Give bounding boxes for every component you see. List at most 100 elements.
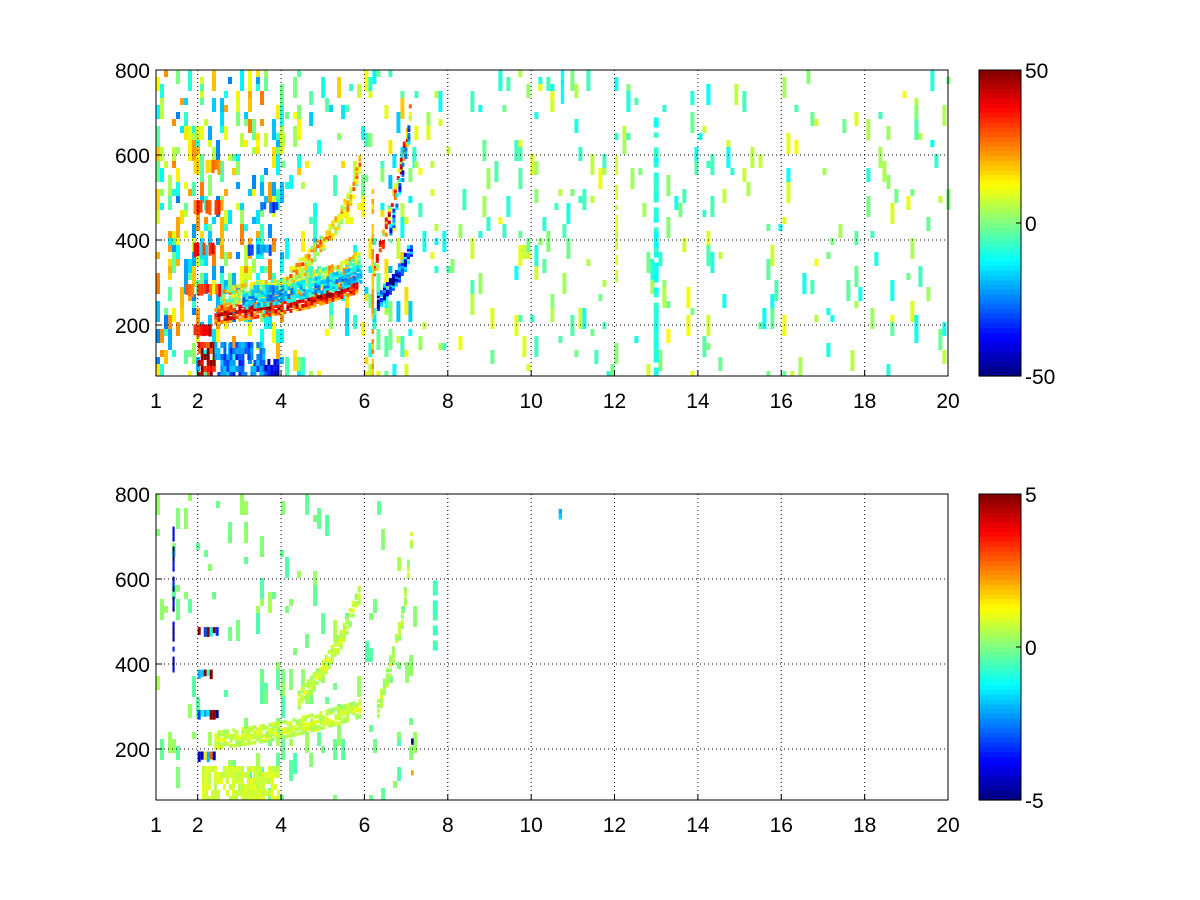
heatmap-cell bbox=[252, 259, 256, 273]
heatmap-cell bbox=[200, 354, 204, 360]
heatmap-cell bbox=[327, 662, 331, 667]
heatmap-cell bbox=[306, 692, 310, 697]
heatmap-cell bbox=[361, 196, 366, 217]
heatmap-cell bbox=[404, 152, 408, 157]
heatmap-cell bbox=[220, 737, 224, 742]
heatmap-cell bbox=[530, 315, 535, 322]
heatmap-cell bbox=[228, 772, 232, 778]
heatmap-cell bbox=[238, 737, 242, 742]
heatmap-cell bbox=[322, 717, 326, 722]
heatmap-cell bbox=[292, 300, 296, 305]
heatmap-cell bbox=[313, 728, 317, 732]
heatmap-cell bbox=[918, 133, 923, 140]
heatmap-cell bbox=[204, 796, 208, 800]
heatmap-cell bbox=[340, 217, 344, 222]
heatmap-cell bbox=[272, 119, 276, 140]
heatmap-cell bbox=[371, 374, 374, 376]
heatmap-cell bbox=[253, 285, 257, 293]
heatmap-cell bbox=[653, 182, 659, 188]
heatmap-cell bbox=[231, 778, 235, 784]
heatmap-cell bbox=[231, 790, 235, 796]
heatmap-cell bbox=[257, 301, 261, 306]
heatmap-cell bbox=[223, 739, 227, 744]
heatmap-cell bbox=[276, 147, 280, 154]
heatmap-cell bbox=[244, 314, 248, 318]
heatmap-cell bbox=[240, 286, 244, 291]
heatmap-cell bbox=[334, 231, 338, 236]
heatmap-cell bbox=[180, 98, 184, 105]
heatmap-cell bbox=[882, 161, 887, 182]
heatmap-cell bbox=[261, 784, 265, 790]
heatmap-cell bbox=[316, 719, 320, 724]
heatmap-cell bbox=[396, 238, 401, 259]
top-heatmap-cells bbox=[156, 70, 951, 376]
heatmap-cell bbox=[388, 285, 392, 290]
heatmap-cell bbox=[237, 294, 241, 299]
heatmap-cell bbox=[315, 673, 319, 678]
heatmap-cell bbox=[354, 256, 358, 260]
heatmap-cell bbox=[359, 264, 363, 269]
heatmap-cell bbox=[371, 339, 374, 344]
colorbar-swatch bbox=[979, 328, 1021, 334]
heatmap-cell bbox=[394, 272, 398, 277]
heatmap-cell bbox=[295, 719, 299, 724]
heatmap-cell bbox=[355, 708, 359, 712]
heatmap-cell bbox=[316, 299, 320, 304]
heatmap-cell bbox=[393, 185, 397, 190]
heatmap-cell bbox=[184, 98, 188, 105]
heatmap-cell bbox=[324, 271, 328, 276]
heatmap-cell bbox=[214, 348, 218, 354]
heatmap-cell bbox=[349, 186, 353, 191]
heatmap-cell bbox=[188, 350, 192, 357]
heatmap-cell bbox=[602, 280, 607, 287]
heatmap-cell bbox=[172, 238, 176, 245]
heatmap-cell bbox=[237, 772, 241, 778]
heatmap-cell bbox=[399, 162, 403, 167]
heatmap-cell bbox=[184, 592, 188, 599]
heatmap-cell bbox=[289, 274, 293, 278]
heatmap-cell bbox=[283, 310, 287, 315]
heatmap-cell bbox=[305, 294, 309, 299]
heatmap-cell bbox=[406, 247, 410, 252]
heatmap-cell bbox=[478, 105, 483, 112]
heatmap-cell bbox=[338, 278, 342, 283]
heatmap-cell bbox=[244, 557, 248, 564]
heatmap-cell bbox=[384, 222, 388, 227]
heatmap-cell bbox=[342, 625, 346, 630]
heatmap-cell bbox=[172, 631, 175, 637]
heatmap-cell bbox=[286, 301, 290, 306]
heatmap-cell bbox=[235, 315, 239, 320]
heatmap-cell bbox=[322, 246, 326, 251]
heatmap-cell bbox=[301, 306, 305, 311]
heatmap-cell bbox=[284, 286, 288, 291]
heatmap-cell bbox=[402, 156, 406, 161]
heatmap-cell bbox=[275, 202, 279, 211]
heatmap-cell bbox=[274, 309, 278, 314]
heatmap-cell bbox=[192, 182, 196, 196]
heatmap-cell bbox=[397, 631, 401, 636]
heatmap-cell bbox=[305, 732, 310, 753]
y-tick-label: 400 bbox=[115, 230, 150, 253]
heatmap-cell bbox=[310, 296, 314, 301]
heatmap-cell bbox=[244, 308, 248, 313]
colorbar-swatch bbox=[979, 270, 1021, 277]
heatmap-cell bbox=[358, 154, 362, 159]
heatmap-cell bbox=[890, 280, 895, 301]
heatmap-cell bbox=[282, 282, 286, 287]
x-tick-label: 1 bbox=[150, 390, 162, 413]
heatmap-cell bbox=[910, 189, 915, 196]
colorbar-swatch bbox=[979, 761, 1021, 768]
heatmap-cell bbox=[285, 276, 289, 281]
heatmap-cell bbox=[375, 264, 379, 269]
heatmap-cell bbox=[329, 273, 333, 277]
heatmap-cell bbox=[242, 295, 246, 300]
heatmap-cell bbox=[653, 197, 659, 203]
heatmap-cell bbox=[289, 281, 293, 286]
heatmap-cell bbox=[317, 286, 321, 290]
heatmap-cell bbox=[231, 796, 235, 800]
heatmap-cell bbox=[240, 772, 244, 778]
heatmap-cell bbox=[397, 265, 401, 270]
heatmap-cell bbox=[397, 278, 401, 283]
heatmap-cell bbox=[261, 285, 265, 290]
heatmap-cell bbox=[336, 264, 340, 269]
